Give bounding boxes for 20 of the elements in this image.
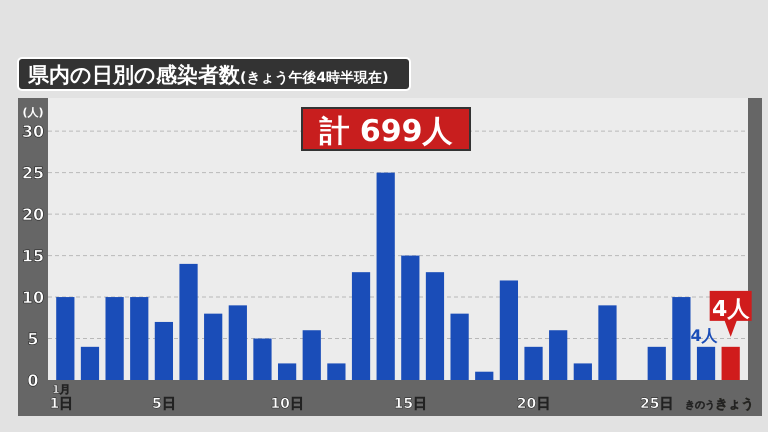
- x-tick-label: きのう: [685, 400, 716, 411]
- y-tick-label: 25: [22, 164, 44, 183]
- annotation: 4人: [712, 296, 750, 322]
- y-tick-label: 10: [22, 288, 44, 308]
- annotation: 計 699人: [318, 114, 454, 149]
- y-tick-label: 15: [22, 246, 44, 266]
- total-box: 計 699人: [301, 107, 471, 151]
- chart-title: 県内の日別の感染者数(きょう午後4時半現在): [27, 63, 389, 87]
- y-tick-label: 5: [27, 330, 39, 349]
- x-tick-label: 5日: [152, 396, 176, 412]
- x-tick-label: 1月 1日: [49, 383, 74, 412]
- x-tick-label: きょう: [715, 397, 754, 412]
- x-tick-label: 10日: [270, 396, 304, 412]
- x-tick-label: 20日: [516, 396, 550, 412]
- x-tick-label: 15日: [394, 396, 428, 412]
- y-tick-label: 30: [22, 122, 44, 142]
- y-axis-title: (人): [22, 106, 44, 119]
- y-tick-label: 0: [27, 371, 39, 390]
- y-tick-label: 20: [22, 205, 44, 224]
- x-tick-label: 25日: [640, 396, 674, 412]
